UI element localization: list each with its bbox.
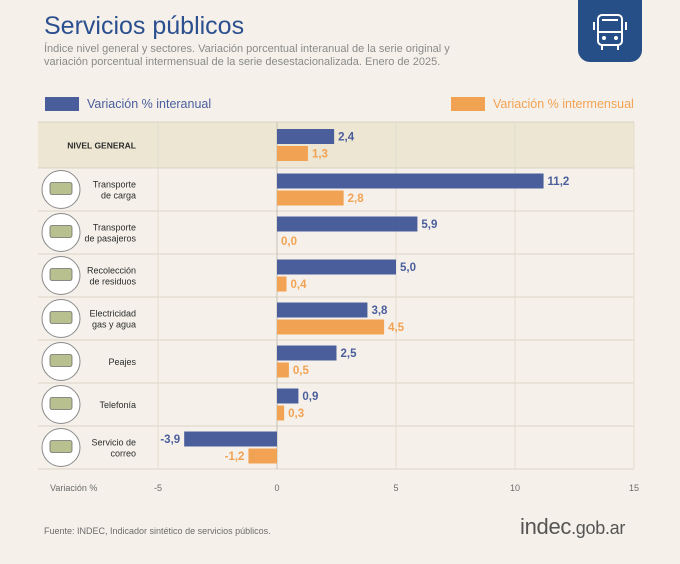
category-label: Transporte bbox=[93, 180, 136, 190]
legend-label-interanual: Variación % interanual bbox=[87, 97, 212, 111]
sector-badge bbox=[578, 0, 642, 62]
category-label: correo bbox=[110, 449, 136, 459]
recycle-bin-icon-body bbox=[49, 268, 73, 281]
data-label: 1,3 bbox=[312, 149, 328, 161]
hydrant-icon-body bbox=[49, 311, 73, 324]
bar bbox=[277, 173, 544, 189]
x-tick-label: -5 bbox=[154, 483, 162, 493]
category-label: de residuos bbox=[89, 277, 136, 287]
logo-tld: .gob.ar bbox=[571, 518, 626, 538]
data-label: 4,5 bbox=[388, 322, 405, 334]
category-label: Transporte bbox=[93, 223, 136, 233]
package-icon-body bbox=[49, 440, 73, 453]
x-tick-label: 10 bbox=[510, 483, 520, 493]
indec-logo: indec.gob.ar bbox=[520, 514, 625, 540]
truck-icon-body bbox=[49, 182, 73, 195]
legend-swatch-intermensual bbox=[451, 97, 485, 111]
bar bbox=[248, 448, 277, 464]
category-label: Recolección bbox=[87, 266, 136, 276]
bus-icon bbox=[593, 14, 627, 50]
highlight-row bbox=[38, 122, 634, 168]
legend-item-intermensual: Variación % intermensual bbox=[451, 96, 634, 112]
data-label: 5,9 bbox=[421, 219, 437, 231]
bar bbox=[277, 129, 335, 144]
category-label: Electricidad bbox=[89, 309, 136, 319]
data-label: 0,4 bbox=[291, 279, 308, 291]
bar bbox=[277, 216, 418, 232]
data-label: 3,8 bbox=[371, 305, 388, 317]
data-label: 2,8 bbox=[348, 193, 365, 205]
x-tick-label: 5 bbox=[393, 483, 398, 493]
bar bbox=[277, 362, 289, 378]
bar bbox=[277, 276, 287, 292]
bar bbox=[277, 345, 337, 361]
data-label: 11,2 bbox=[548, 176, 570, 188]
data-label: 2,5 bbox=[341, 348, 358, 360]
bar bbox=[277, 319, 385, 335]
source-note: Fuente: INDEC, Indicador sintético de se… bbox=[44, 526, 271, 536]
page-subtitle: Índice nivel general y sectores. Variaci… bbox=[44, 43, 450, 68]
category-label: Peajes bbox=[108, 357, 136, 367]
bar bbox=[277, 388, 299, 404]
x-tick-label: 15 bbox=[629, 483, 639, 493]
toll-barrier-icon-body bbox=[49, 354, 73, 367]
bar bbox=[277, 259, 396, 275]
data-label: 0,9 bbox=[302, 391, 318, 403]
data-label: 0,3 bbox=[288, 408, 304, 420]
data-label: -3,9 bbox=[160, 434, 180, 446]
legend-swatch-interanual bbox=[45, 97, 79, 111]
page-title: Servicios públicos bbox=[44, 12, 245, 40]
legend-label-intermensual: Variación % intermensual bbox=[493, 97, 634, 111]
bar bbox=[277, 146, 308, 161]
bar bbox=[184, 431, 277, 447]
bar bbox=[277, 405, 285, 421]
category-label: de carga bbox=[101, 191, 136, 201]
data-label: 0,5 bbox=[293, 365, 310, 377]
x-axis-label: Variación % bbox=[50, 483, 97, 493]
category-label: de pasajeros bbox=[84, 234, 136, 244]
data-label: 0,0 bbox=[281, 236, 297, 248]
legend-item-interanual: Variación % interanual bbox=[45, 96, 211, 112]
x-tick-label: 0 bbox=[274, 483, 279, 493]
antenna-icon-body bbox=[49, 397, 73, 410]
category-label: Telefonía bbox=[99, 400, 136, 410]
bar bbox=[277, 302, 368, 318]
logo-main: indec bbox=[520, 514, 572, 539]
data-label: 2,4 bbox=[338, 132, 355, 144]
bus-icon-body bbox=[49, 225, 73, 238]
data-label: 5,0 bbox=[400, 262, 416, 274]
category-label: NIVEL GENERAL bbox=[67, 141, 136, 151]
category-label: Servicio de bbox=[91, 438, 136, 448]
category-label: gas y agua bbox=[92, 320, 136, 330]
bar bbox=[277, 190, 344, 206]
data-label: -1,2 bbox=[225, 451, 245, 463]
